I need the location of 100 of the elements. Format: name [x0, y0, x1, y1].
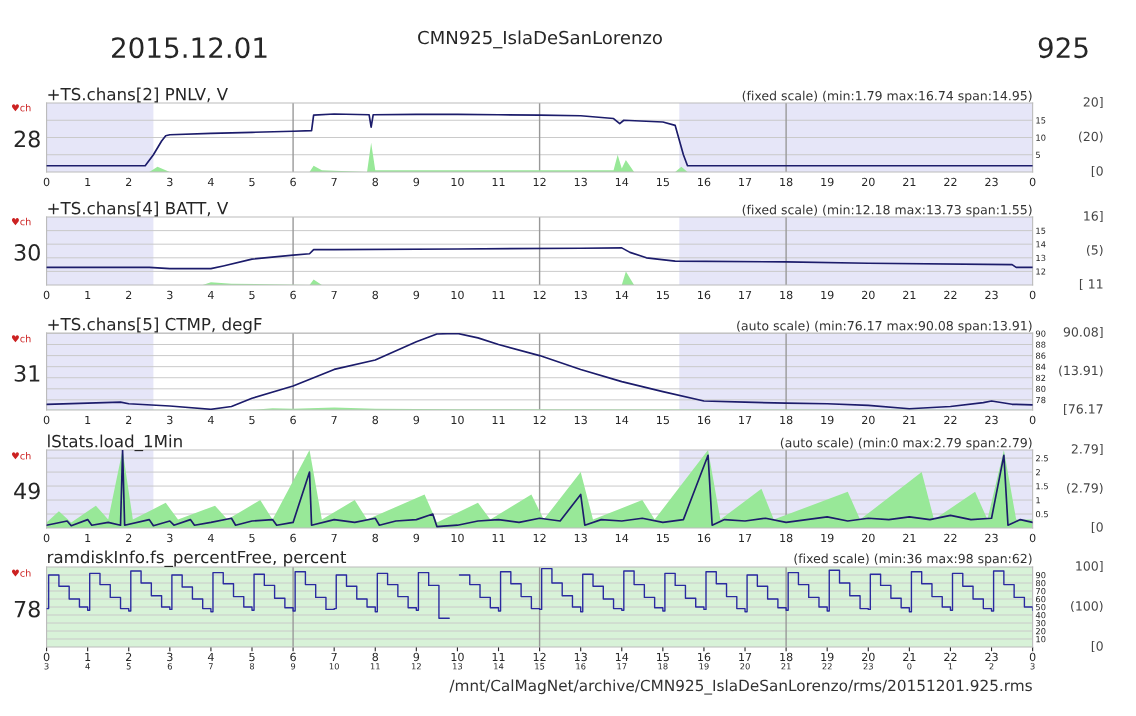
text: 49 — [14, 482, 40, 500]
text: [0 — [1091, 640, 1103, 653]
x-tick-label: 17 — [739, 652, 752, 661]
x-tick-label: 7 — [331, 177, 337, 186]
x-tick-label: 19 — [821, 290, 834, 300]
x-tick-label: 6 — [290, 177, 296, 187]
text: (5) — [1086, 244, 1103, 257]
x-tick-label: 0 — [43, 415, 50, 425]
x-tick-label: 23 — [985, 177, 998, 187]
x2-tick-label: 6 — [167, 663, 172, 670]
x-tick-label: 14 — [615, 177, 629, 186]
x-tick-label: 15 — [657, 290, 669, 300]
x-tick-label: 7 — [331, 652, 337, 661]
x2-tick-label: 7 — [208, 663, 213, 670]
x-tick-label: 11 — [492, 415, 505, 424]
y-tick-label: 78 — [1036, 396, 1046, 404]
x-tick-label: 17 — [739, 177, 752, 186]
x2-tick-label: 0 — [907, 663, 912, 670]
x-tick-label: 8 — [372, 177, 379, 187]
x-tick-label: 17 — [739, 533, 752, 542]
x-tick-label: 0 — [1029, 652, 1036, 662]
y-tick-label: 2 — [1036, 469, 1040, 476]
x2-tick-label: 1 — [948, 663, 953, 670]
x-tick-label: 8 — [372, 290, 379, 300]
x2-tick-label: 2 — [989, 663, 994, 670]
x2-tick-label: 10 — [329, 663, 339, 670]
x-tick-label: 19 — [821, 415, 834, 425]
x-tick-label: 2 — [126, 533, 132, 542]
x-tick-label: 1 — [85, 177, 91, 186]
text: ♥ch — [11, 334, 31, 343]
x-tick-label: 21 — [903, 290, 916, 299]
x-tick-label: 15 — [657, 415, 669, 425]
x-tick-label: 17 — [739, 415, 752, 424]
text: 16] — [1084, 210, 1103, 223]
x-tick-label: 7 — [331, 290, 337, 299]
text: ♥ch — [11, 103, 31, 112]
x-tick-label: 6 — [290, 652, 296, 662]
chart-title: lStats.load_1Min — [48, 434, 182, 452]
x-tick-label: 16 — [698, 177, 711, 187]
x-tick-label: 5 — [249, 415, 255, 425]
x-tick-label: 9 — [413, 415, 420, 425]
y-tick-label: 13 — [1036, 254, 1046, 262]
text: 2015.12.01 — [112, 37, 267, 59]
text: /mnt/CalMagNet/archive/CMN925_IslaDeSanLorenzo/rms/20151201.925.rms — [449, 679, 1032, 695]
x-tick-label: 14 — [615, 415, 629, 424]
y-tick-label: 0.5 — [1035, 511, 1048, 518]
text: CMN925_IslaDeSanLorenzo — [418, 30, 662, 49]
x-tick-label: 16 — [698, 415, 711, 425]
x-tick-label: 14 — [615, 652, 629, 661]
x-tick-label: 14 — [615, 290, 629, 299]
x-tick-label: 18 — [780, 177, 793, 187]
x2-tick-label: 3 — [1030, 663, 1035, 670]
x2-tick-label: 14 — [494, 663, 504, 670]
x-tick-label: 12 — [533, 652, 546, 661]
x2-tick-label: 20 — [740, 663, 750, 670]
text: 28 — [14, 130, 40, 148]
x-tick-label: 0 — [43, 177, 50, 187]
text: 90.08] — [1063, 326, 1103, 339]
x-tick-label: 2 — [126, 652, 132, 661]
x-tick-label: 8 — [372, 652, 379, 662]
x-tick-label: 23 — [985, 652, 998, 662]
x-tick-label: 2 — [126, 290, 132, 299]
x2-tick-label: 11 — [370, 663, 380, 670]
text: 78 — [14, 600, 40, 618]
chart-subtitle: (fixed scale) (min:1.79 max:16.74 span:14.95) — [742, 90, 1032, 103]
x-tick-label: 11 — [492, 533, 505, 542]
y-tick-label: 90 — [1035, 571, 1046, 579]
x-tick-label: 16 — [698, 652, 711, 662]
x-tick-label: 23 — [985, 415, 998, 425]
x-tick-label: 18 — [780, 415, 793, 425]
x-tick-label: 0 — [1029, 177, 1036, 187]
y-tick-label: 10 — [1036, 134, 1046, 141]
x-tick-label: 13 — [574, 290, 587, 300]
x-tick-label: 1 — [85, 415, 91, 424]
text: ♥ch — [11, 217, 31, 226]
chart-title: +TS.chans[5] CTMP, degF — [48, 317, 262, 334]
y-tick-label: 82 — [1035, 374, 1046, 382]
x2-tick-label: 19 — [699, 663, 709, 670]
x-tick-label: 11 — [492, 652, 505, 661]
y-tick-label: 40 — [1035, 611, 1046, 619]
x2-tick-label: 3 — [44, 663, 49, 670]
chart-subtitle: (fixed scale) (min:12.18 max:13.73 span:1.55) — [742, 204, 1032, 217]
x-tick-label: 8 — [372, 415, 379, 425]
x-tick-label: 1 — [85, 290, 91, 299]
x-tick-label: 0 — [1029, 290, 1036, 300]
x-tick-label: 19 — [821, 652, 834, 662]
x-tick-label: 10 — [451, 533, 464, 543]
x-tick-label: 21 — [903, 415, 916, 424]
x-tick-label: 22 — [944, 177, 957, 186]
x-tick-label: 3 — [167, 290, 173, 300]
x-tick-label: 5 — [249, 177, 255, 187]
x-tick-label: 10 — [451, 652, 464, 662]
x2-tick-label: 22 — [822, 663, 832, 670]
x-tick-label: 13 — [574, 177, 587, 187]
x-tick-label: 2 — [126, 177, 132, 186]
x-tick-label: 20 — [862, 652, 875, 662]
x2-tick-label: 18 — [658, 663, 668, 670]
y-tick-label: 15 — [1036, 227, 1046, 234]
x-tick-label: 14 — [615, 533, 629, 542]
y-tick-label: 80 — [1035, 385, 1046, 393]
